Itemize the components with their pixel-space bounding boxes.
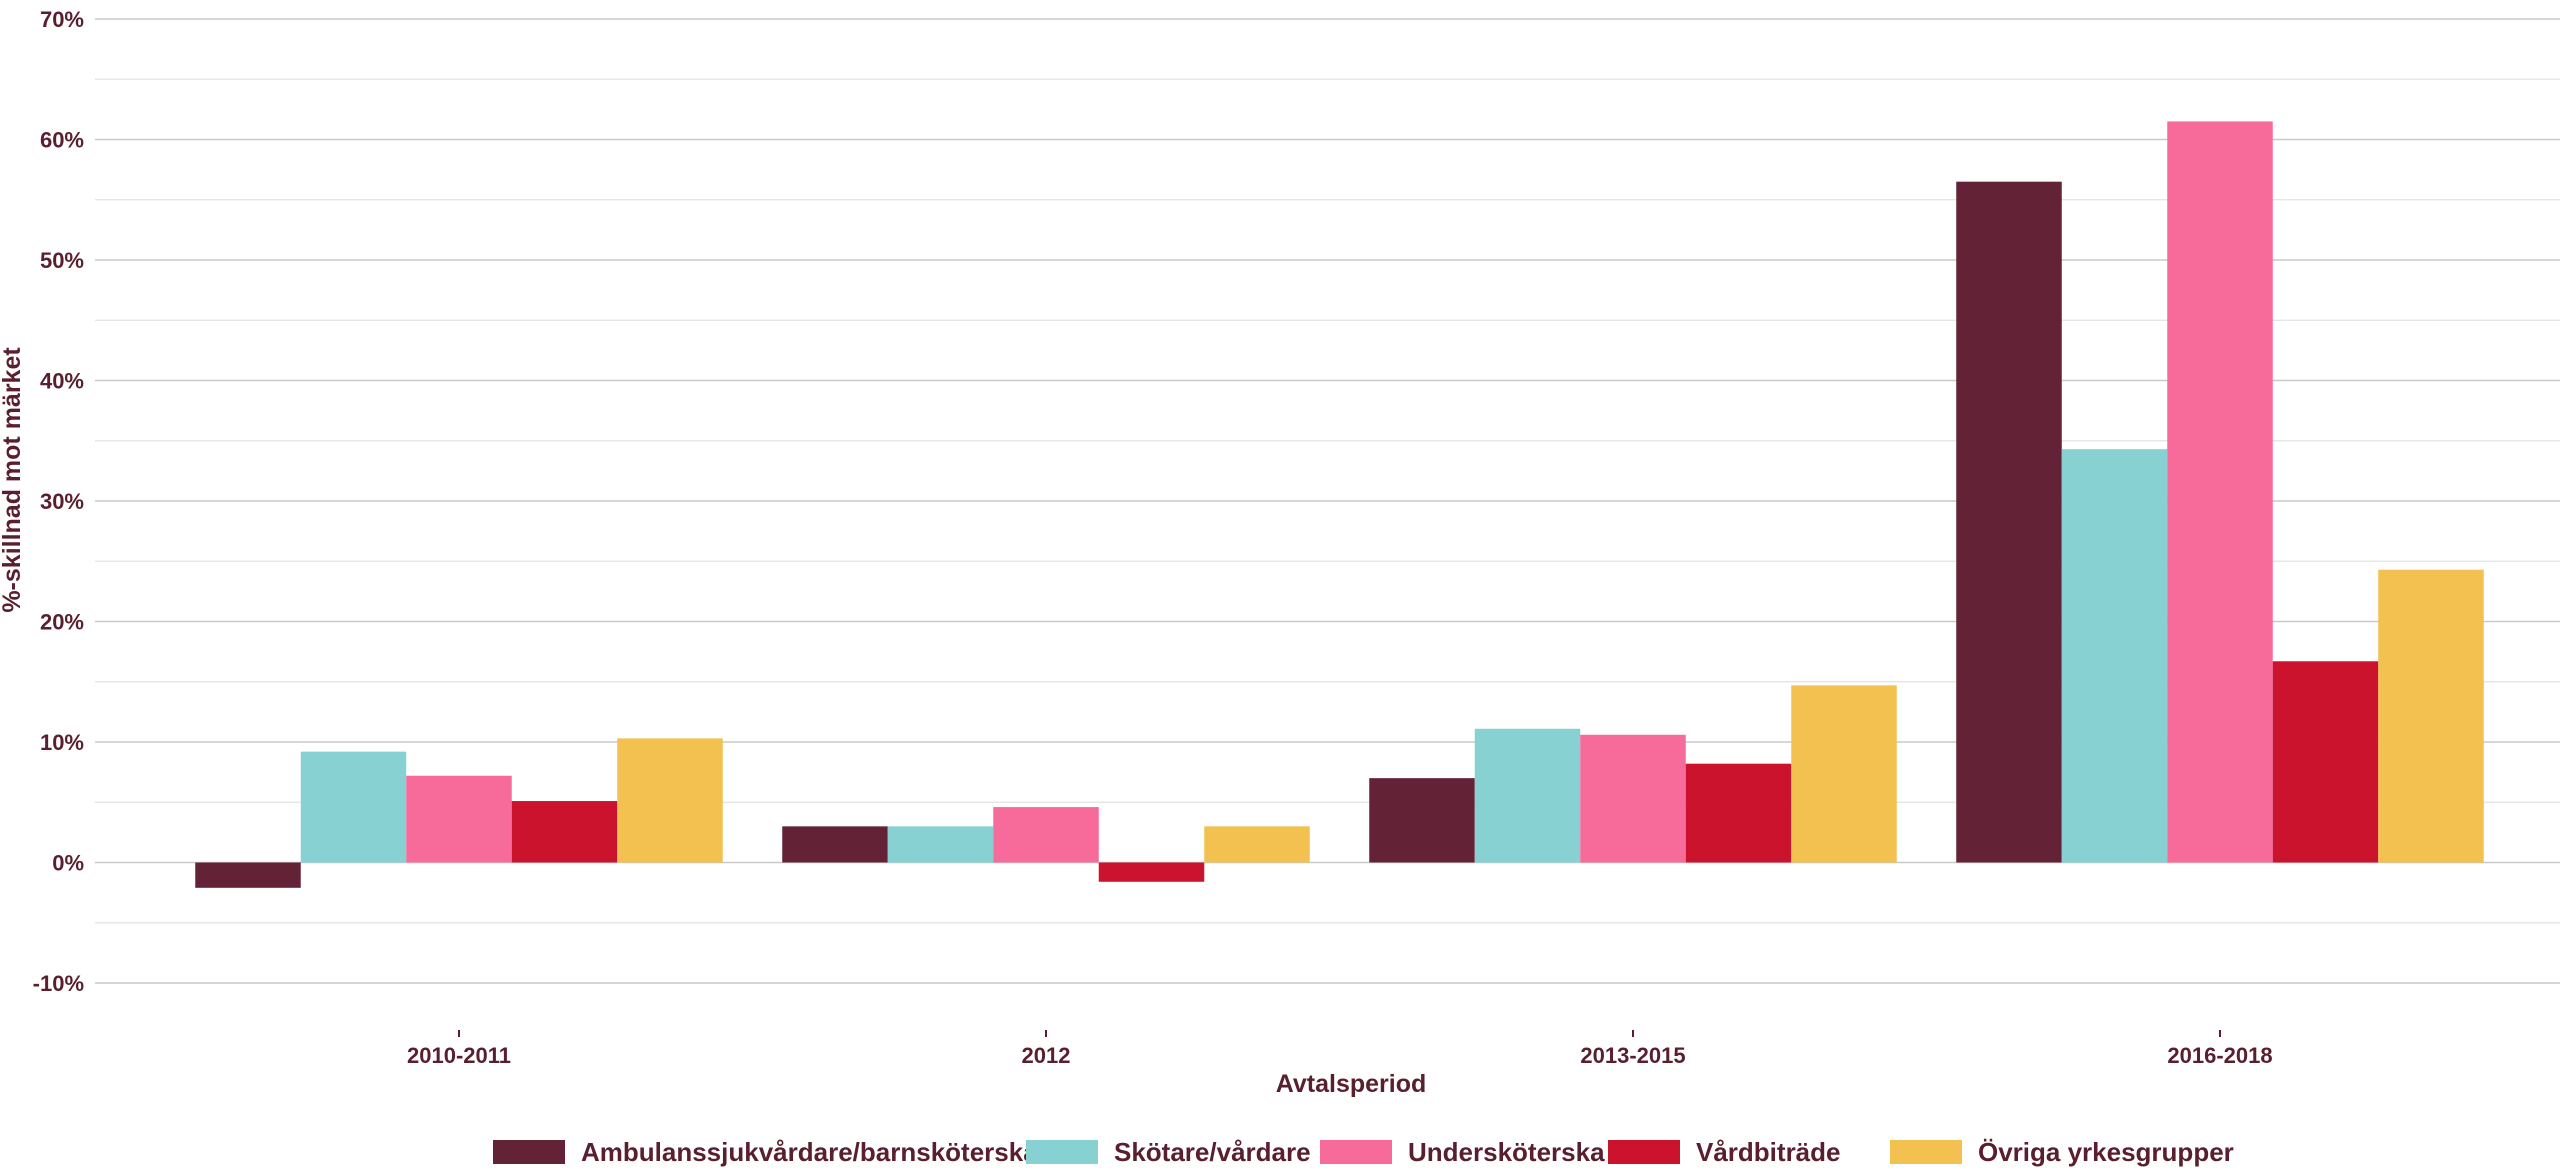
legend-swatch — [1320, 1140, 1392, 1164]
bar — [1956, 181, 2062, 863]
legend: Ambulanssjukvårdare/barnsköterska Skötare… — [493, 1137, 2234, 1167]
bar — [1369, 778, 1475, 863]
y-axis-ticks: -10% 0% 10% 20% 30% 40% 50% 60% 70% — [33, 7, 84, 996]
bar — [887, 826, 994, 863]
bars — [195, 121, 2484, 888]
legend-swatch — [1026, 1140, 1098, 1164]
y-axis-title: %-skillnad mot märket — [0, 347, 26, 613]
bar — [1580, 734, 1686, 863]
bar — [1098, 862, 1205, 882]
bar — [2167, 121, 2273, 863]
bar — [993, 807, 1099, 863]
y-tick-label: 30% — [40, 489, 84, 514]
x-axis-title: Avtalsperiod — [1276, 1070, 1427, 1098]
bar — [1791, 685, 1897, 863]
bar — [1204, 826, 1310, 863]
bar — [617, 738, 723, 863]
legend-label: Undersköterska — [1408, 1137, 1605, 1167]
bar — [300, 751, 407, 863]
bar — [195, 862, 301, 888]
y-tick-label: 20% — [40, 610, 84, 635]
gridlines — [95, 18, 2560, 984]
y-tick-label: 0% — [52, 851, 84, 876]
legend-swatch — [1608, 1140, 1680, 1164]
y-tick-label: 70% — [40, 7, 84, 32]
y-tick-label: -10% — [33, 971, 84, 996]
bar — [2378, 569, 2484, 863]
legend-label: Vårdbiträde — [1696, 1137, 1841, 1167]
legend-label: Skötare/vårdare — [1114, 1137, 1311, 1167]
x-tick-label: 2016-2018 — [2167, 1043, 2272, 1068]
legend-swatch — [1890, 1140, 1962, 1164]
legend-label: Övriga yrkesgrupper — [1978, 1137, 2234, 1167]
y-tick-label: 10% — [40, 730, 84, 755]
bar — [511, 801, 618, 863]
bar — [1474, 728, 1581, 863]
y-tick-label: 60% — [40, 128, 84, 153]
x-axis-ticks: 2010-2011 2012 2013-2015 2016-2018 — [407, 1030, 2273, 1068]
legend-label: Ambulanssjukvårdare/barnsköterska — [581, 1137, 1038, 1167]
bar — [2272, 661, 2379, 863]
y-tick-label: 40% — [40, 369, 84, 394]
bar — [406, 775, 512, 863]
x-tick-label: 2012 — [1022, 1043, 1071, 1068]
x-tick-label: 2010-2011 — [407, 1043, 511, 1068]
bar — [2061, 449, 2168, 863]
bar — [782, 826, 888, 863]
x-tick-label: 2013-2015 — [1580, 1043, 1685, 1068]
bar — [1685, 763, 1792, 863]
legend-swatch — [493, 1140, 565, 1164]
y-tick-label: 50% — [40, 248, 84, 273]
